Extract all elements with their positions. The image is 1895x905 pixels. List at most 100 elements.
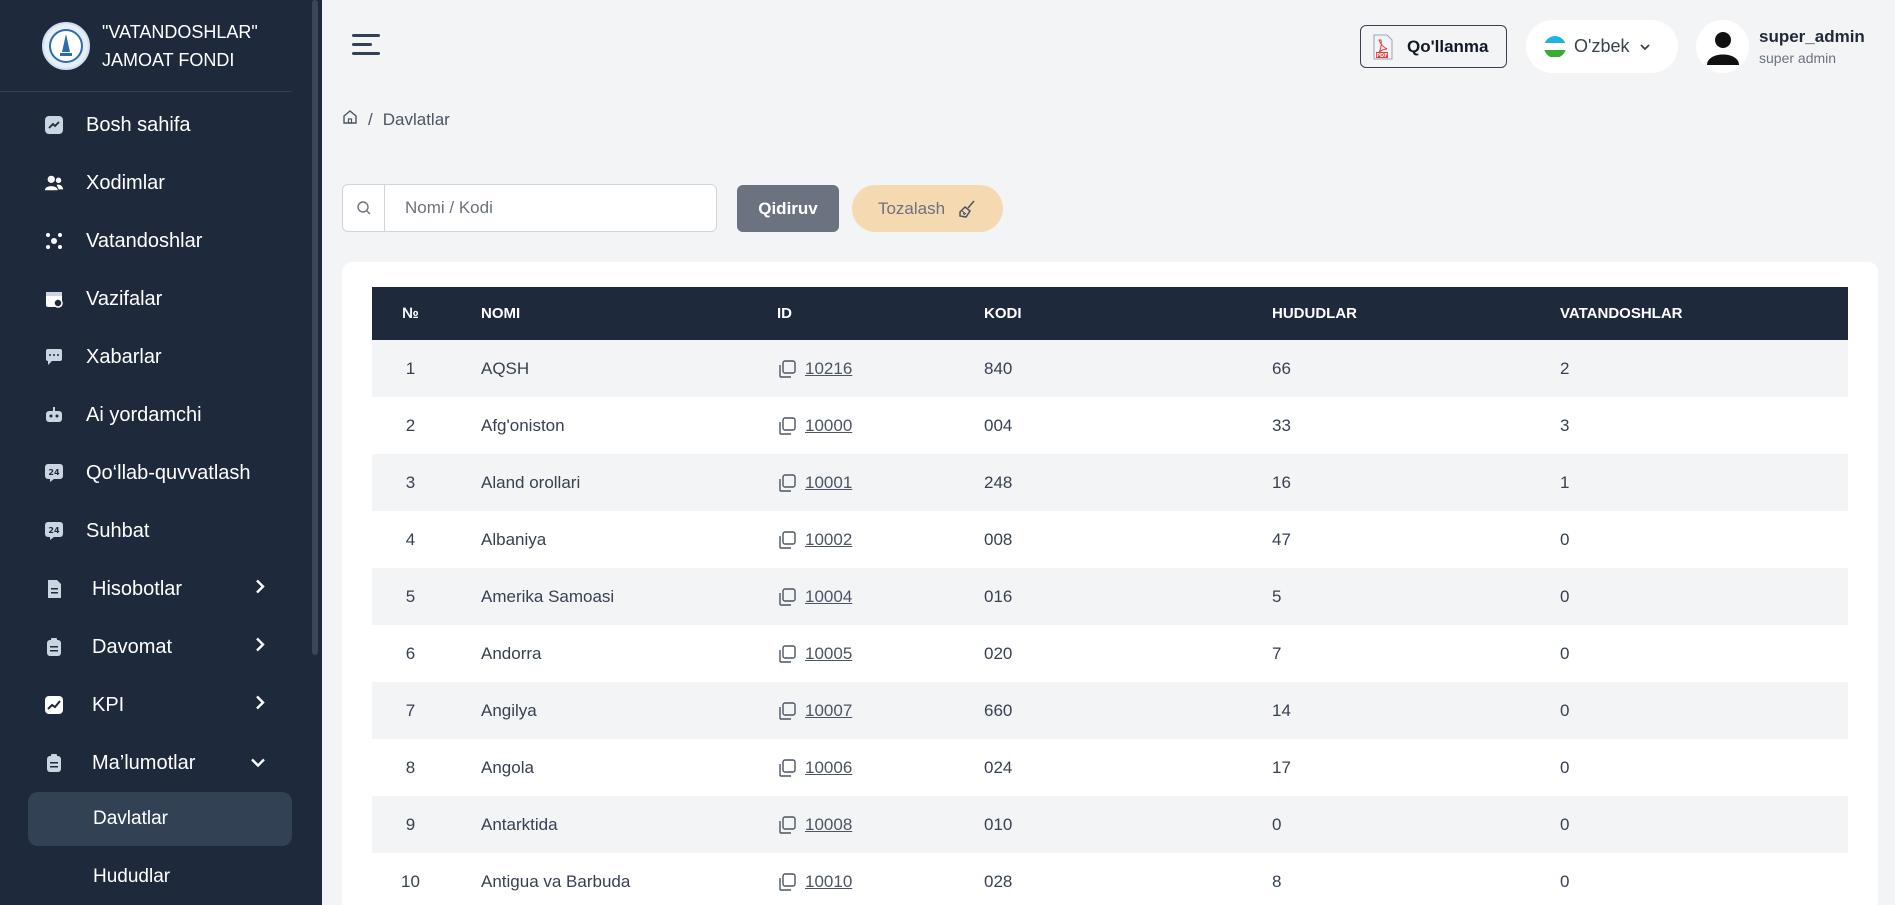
compatriots-count: 0 [1560, 871, 1570, 891]
copy-icon[interactable] [777, 359, 797, 379]
copy-icon[interactable] [777, 644, 797, 664]
country-id-link[interactable]: 10004 [805, 586, 853, 606]
table-row: 9 Antarktida 10008 010 0 0 [372, 796, 1848, 853]
sidebar-item-vatandoshlar[interactable]: Vatandoshlar [0, 212, 322, 270]
id-cell: 10006 [777, 739, 984, 796]
country-id-link[interactable]: 10005 [805, 643, 853, 663]
compatriots-count: 0 [1560, 529, 1570, 549]
copy-icon[interactable] [777, 758, 797, 778]
id-cell: 10010 [777, 853, 984, 905]
language-select[interactable]: O'zbek [1526, 20, 1678, 73]
uzbek-flag-icon [1544, 35, 1566, 58]
sidebar-group-kpi[interactable]: KPI [0, 676, 322, 734]
country-code: 020 [984, 643, 1013, 663]
copy-icon[interactable] [777, 815, 797, 835]
regions-count: 8 [1272, 871, 1282, 891]
menu-toggle-icon[interactable] [352, 32, 382, 58]
copy-icon[interactable] [777, 872, 797, 892]
search-button[interactable]: Qidiruv [737, 185, 839, 232]
country-id-link[interactable]: 10006 [805, 757, 853, 777]
column-header[interactable]: ID [777, 305, 792, 322]
sidebar-item-label: Xabarlar [86, 345, 162, 368]
country-id-link[interactable]: 10000 [805, 415, 853, 435]
table-row: 10 Antigua va Barbuda 10010 028 8 0 [372, 853, 1848, 905]
column-header[interactable]: VATANDOSHLAR [1560, 305, 1683, 322]
row-number: 9 [405, 814, 416, 834]
search-input[interactable] [385, 185, 716, 231]
database-icon [44, 753, 64, 773]
regions-count: 14 [1272, 700, 1291, 720]
table-row: 6 Andorra 10005 020 7 0 [372, 625, 1848, 682]
sidebar: "VATANDOSHLAR" JAMOAT FONDI Bosh sahifa … [0, 0, 322, 905]
chevron-down-icon [250, 752, 266, 775]
countries-table: № NOMI ID KODI HUDUDLAR VATANDOSHLAR 1 AQ… [372, 287, 1848, 905]
table-row: 8 Angola 10006 024 17 0 [372, 739, 1848, 796]
table-row: 3 Aland orollari 10001 248 16 1 [372, 454, 1848, 511]
country-id-link[interactable]: 10010 [805, 871, 853, 891]
sidebar-scrollbar[interactable] [312, 0, 318, 655]
table-row: 7 Angilya 10007 660 14 0 [372, 682, 1848, 739]
top-header: PDF Qo'llanma O'zbek super_admin super a… [322, 0, 1895, 92]
country-name: Andorra [481, 643, 542, 663]
sidebar-item-ai-yordamchi[interactable]: Ai yordamchi [0, 386, 322, 444]
country-id-link[interactable]: 10007 [805, 700, 853, 720]
copy-icon[interactable] [777, 587, 797, 607]
table-row: 5 Amerika Samoasi 10004 016 5 0 [372, 568, 1848, 625]
row-number: 6 [405, 643, 416, 663]
brand-line1: "VATANDOSHLAR" [102, 21, 258, 42]
country-code: 010 [984, 814, 1013, 834]
sidebar-item-vazifalar[interactable]: Vazifalar [0, 270, 322, 328]
sidebar-subitem-davlatlar[interactable]: Davlatlar [28, 792, 292, 846]
column-header[interactable]: KODI [984, 305, 1022, 322]
sidebar-item-label: Qo‘llab-quvvatlash [86, 461, 251, 484]
chevron-right-icon [254, 578, 266, 601]
user-menu[interactable]: super_admin super admin [1696, 20, 1865, 73]
country-id-link[interactable]: 10008 [805, 814, 853, 834]
country-id-link[interactable]: 10216 [805, 358, 853, 378]
sidebar-subitem-hududlar[interactable]: Hududlar [28, 850, 292, 904]
people-icon [44, 231, 64, 251]
copy-icon[interactable] [777, 530, 797, 550]
row-number: 5 [405, 586, 416, 606]
sidebar-item-suhbat[interactable]: 24 Suhbat [0, 502, 322, 560]
column-header[interactable]: HUDUDLAR [1272, 305, 1357, 322]
copy-icon[interactable] [777, 701, 797, 721]
sidebar-group-davomat[interactable]: Davomat [0, 618, 322, 676]
id-cell: 10001 [777, 454, 984, 511]
id-cell: 10216 [777, 340, 984, 397]
breadcrumb-current: Davlatlar [382, 109, 450, 129]
sidebar-group-hisobotlar[interactable]: Hisobotlar [0, 560, 322, 618]
home-icon[interactable] [342, 109, 358, 130]
id-cell: 10008 [777, 796, 984, 853]
brand[interactable]: "VATANDOSHLAR" JAMOAT FONDI [0, 0, 292, 92]
robot-icon [44, 405, 64, 425]
svg-text:PDF: PDF [1376, 53, 1387, 59]
sidebar-item-bosh-sahifa[interactable]: Bosh sahifa [0, 96, 322, 154]
compatriots-count: 0 [1560, 586, 1570, 606]
sidebar-item-label: Bosh sahifa [86, 113, 191, 136]
sidebar-item-xodimlar[interactable]: Xodimlar [0, 154, 322, 212]
pdf-icon: PDF [1371, 34, 1395, 60]
copy-icon[interactable] [777, 473, 797, 493]
country-code: 660 [984, 700, 1013, 720]
regions-count: 7 [1272, 643, 1282, 663]
country-name: Afg'oniston [481, 415, 565, 435]
guide-button[interactable]: PDF Qo'llanma [1360, 25, 1507, 68]
sidebar-group-label: KPI [92, 693, 125, 716]
clear-button[interactable]: Tozalash [852, 185, 1003, 232]
table-row: 1 AQSH 10216 840 66 2 [372, 340, 1848, 397]
brand-line2: JAMOAT FONDI [102, 49, 235, 70]
country-id-link[interactable]: 10001 [805, 472, 853, 492]
sidebar-item-label: Ai yordamchi [86, 403, 202, 426]
sidebar-group-malumotlar[interactable]: Ma’lumotlar [0, 734, 322, 792]
user-role: super admin [1759, 50, 1837, 66]
sidebar-item-qollab-quvvatlash[interactable]: 24 Qo‘llab-quvvatlash [0, 444, 322, 502]
column-header[interactable]: NOMI [481, 305, 521, 322]
country-name: Albaniya [481, 529, 547, 549]
country-code: 016 [984, 586, 1013, 606]
copy-icon[interactable] [777, 416, 797, 436]
compatriots-count: 2 [1560, 358, 1570, 378]
country-id-link[interactable]: 10002 [805, 529, 853, 549]
avatar [1696, 20, 1749, 73]
sidebar-item-xabarlar[interactable]: Xabarlar [0, 328, 322, 386]
